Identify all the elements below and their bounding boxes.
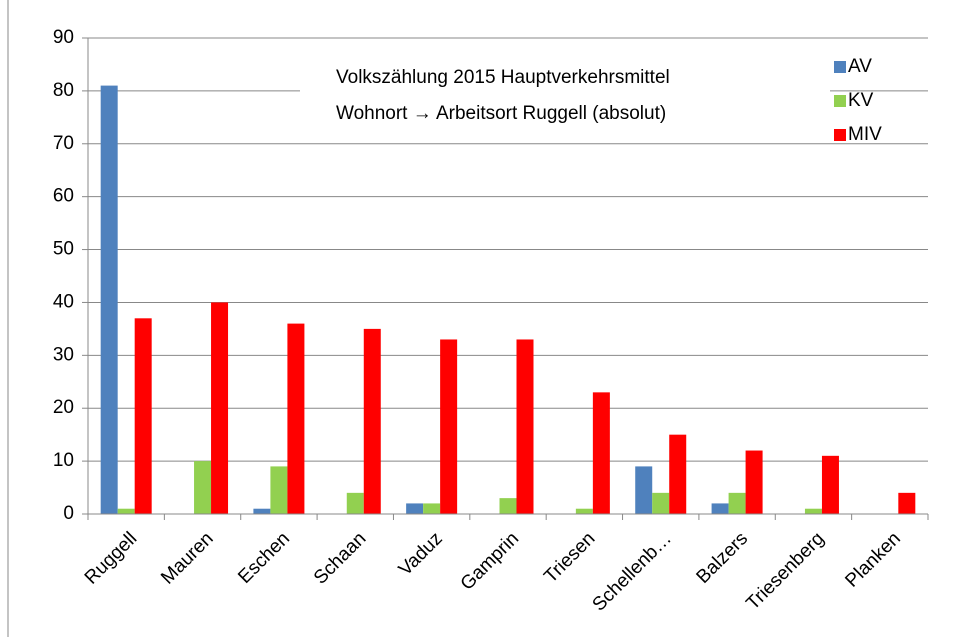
bar [516, 339, 534, 514]
y-tick-label: 50 [53, 239, 74, 260]
y-tick-label: 30 [53, 344, 74, 365]
bar [423, 503, 441, 514]
x-tick-label: Gamprin [457, 528, 523, 594]
bar [652, 492, 670, 514]
bar [711, 503, 729, 514]
annotation: Wohnort → Arbeitsort Ruggell (absolut) [336, 103, 666, 124]
bar [728, 492, 746, 514]
bar [211, 302, 229, 514]
bar [499, 498, 517, 514]
bar [270, 466, 288, 514]
x-tick-label: Vaduz [395, 528, 447, 580]
y-tick-label: 40 [53, 291, 74, 312]
annotation: Volkszählung 2015 Hauptverkehrsmittel [336, 67, 670, 88]
x-tick-label: Balzers [693, 528, 753, 588]
bar [821, 455, 839, 514]
y-tick-label: 80 [53, 80, 74, 101]
y-tick-label: 0 [63, 503, 74, 524]
bar [745, 450, 763, 514]
legend-swatch [834, 95, 846, 107]
x-tick-label: Eschen [234, 528, 294, 588]
y-tick-label: 60 [53, 186, 74, 207]
x-tick-label: Mauren [157, 528, 217, 588]
bar [440, 339, 458, 514]
x-tick-label: Schaan [310, 528, 370, 588]
x-tick-label: Triesenberg [742, 528, 828, 614]
legend-swatch [834, 61, 846, 73]
bar [346, 492, 364, 514]
bar [363, 328, 381, 514]
y-tick-label: 70 [53, 133, 74, 154]
bar [100, 85, 118, 514]
bar [406, 503, 424, 514]
bar [134, 318, 152, 514]
bar [804, 508, 822, 514]
bar [287, 323, 305, 514]
x-tick-label: Planken [841, 528, 904, 591]
bar [253, 508, 271, 514]
legend-label: KV [848, 90, 874, 111]
annotation-box [300, 58, 830, 136]
bar [635, 466, 653, 514]
x-tick-label: Ruggell [81, 528, 141, 588]
bar [117, 508, 135, 514]
legend-label: MIV [848, 124, 882, 145]
legend-label: AV [848, 56, 872, 77]
x-tick-label: Triesen [540, 528, 599, 587]
bar [669, 434, 687, 514]
y-tick-label: 90 [53, 27, 74, 48]
bar [575, 508, 593, 514]
y-tick-label: 20 [53, 397, 74, 418]
legend-swatch [834, 129, 846, 141]
x-tick-label: Schellenb… [589, 528, 676, 615]
bar [592, 392, 610, 514]
bar [194, 461, 212, 514]
bar [898, 492, 916, 514]
y-tick-label: 10 [53, 450, 74, 471]
